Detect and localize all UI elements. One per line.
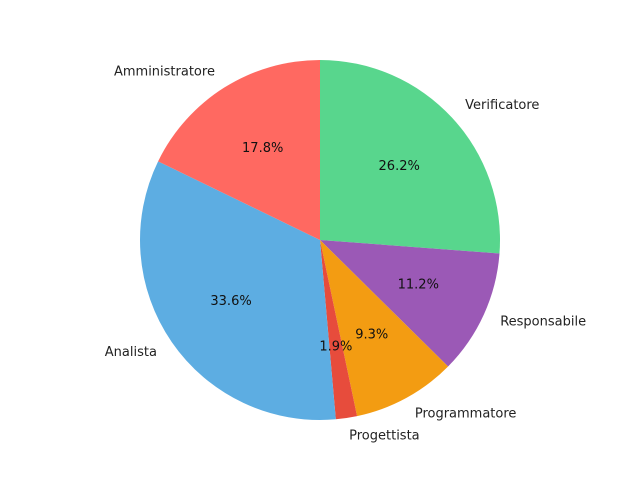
pie-pct-label-responsabile: 11.2% [398, 277, 439, 292]
pie-category-label-progettista: Progettista [349, 428, 420, 443]
pie-slice-analista [140, 161, 336, 420]
pie-category-label-verificatore: Verificatore [465, 98, 539, 113]
pie-slice-progettista [320, 240, 358, 420]
pie-category-label-amministratore: Amministratore [114, 65, 215, 80]
pie-slice-amministratore [158, 60, 320, 240]
pie-slice-responsabile [320, 240, 500, 367]
pie-pct-label-analista: 33.6% [210, 294, 251, 309]
pie-pct-label-progettista: 1.9% [319, 339, 352, 354]
pie-category-label-responsabile: Responsabile [500, 315, 586, 330]
pie-pct-label-programmatore: 9.3% [355, 327, 388, 342]
pie-category-label-analista: Analista [105, 345, 157, 360]
pie-pct-label-verificatore: 26.2% [379, 159, 420, 174]
pie-pct-label-amministratore: 17.8% [242, 141, 283, 156]
pie-category-label-programmatore: Programmatore [415, 406, 517, 421]
pie-slice-verificatore [320, 60, 501, 254]
pie-slice-programmatore [320, 240, 449, 417]
